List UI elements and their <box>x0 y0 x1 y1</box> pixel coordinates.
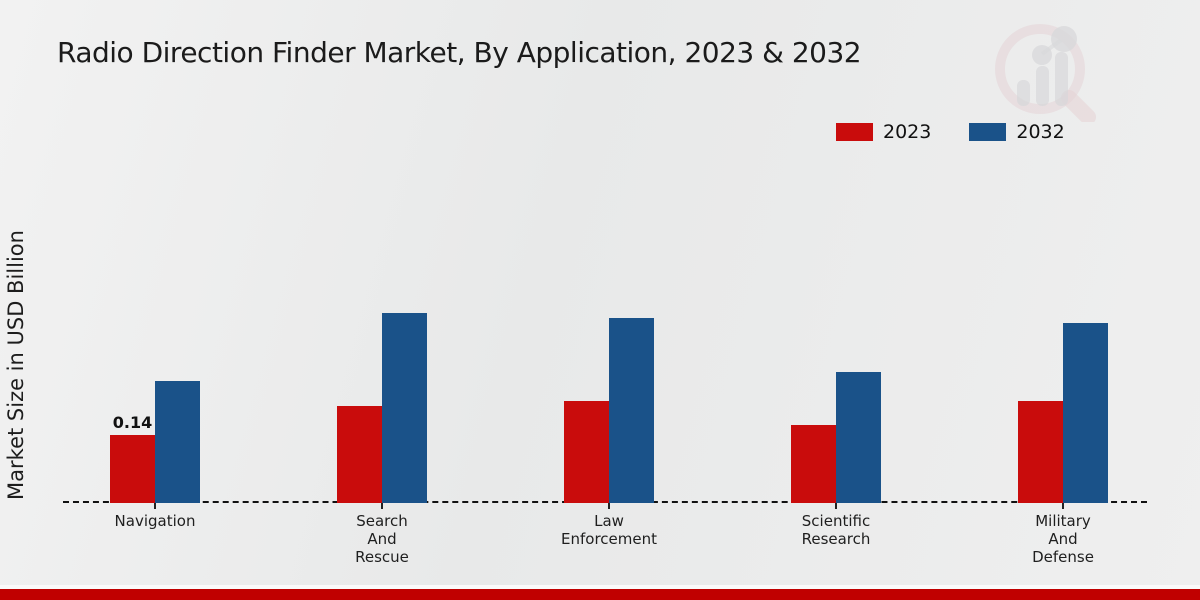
bar-2023-search-and-rescue <box>337 406 382 503</box>
chart-title: Radio Direction Finder Market, By Applic… <box>57 36 862 69</box>
x-axis-tick <box>1062 503 1064 509</box>
x-axis-tick <box>835 503 837 509</box>
x-axis-tick <box>381 503 383 509</box>
bar-2032-military-and-defense <box>1063 323 1108 503</box>
x-axis-tick <box>154 503 156 509</box>
legend-item-2032: 2032 <box>969 121 1065 143</box>
x-axis-tick <box>608 503 610 509</box>
x-axis-category-label: Military And Defense <box>1032 512 1094 566</box>
bar-2023-navigation <box>110 435 155 503</box>
x-axis-category-label: Law Enforcement <box>561 512 657 548</box>
legend-label: 2023 <box>883 121 932 143</box>
bar-value-label: 0.14 <box>112 413 153 432</box>
magnifier-icon <box>995 24 1096 125</box>
footer-accent-bar <box>0 589 1200 600</box>
bar-2023-law-enforcement <box>564 401 609 503</box>
bar-2032-law-enforcement <box>609 318 654 503</box>
x-axis-category-label: Navigation <box>114 512 196 530</box>
footer-divider <box>0 585 1200 589</box>
x-axis-category-label: Scientific Research <box>801 512 871 548</box>
bar-2032-scientific-research <box>836 372 881 503</box>
bar-2032-search-and-rescue <box>382 313 427 503</box>
bar-2023-scientific-research <box>791 425 836 503</box>
bar-2023-military-and-defense <box>1018 401 1063 503</box>
brand-watermark-logo <box>985 22 1100 125</box>
bar-2032-navigation <box>155 381 200 503</box>
legend-swatch-2032 <box>969 123 1007 141</box>
x-axis-category-label: Search And Rescue <box>355 512 409 566</box>
legend: 2023 2032 <box>836 121 1065 143</box>
legend-item-2023: 2023 <box>836 121 931 143</box>
legend-swatch-2023 <box>836 123 873 141</box>
legend-label: 2032 <box>1016 121 1065 143</box>
